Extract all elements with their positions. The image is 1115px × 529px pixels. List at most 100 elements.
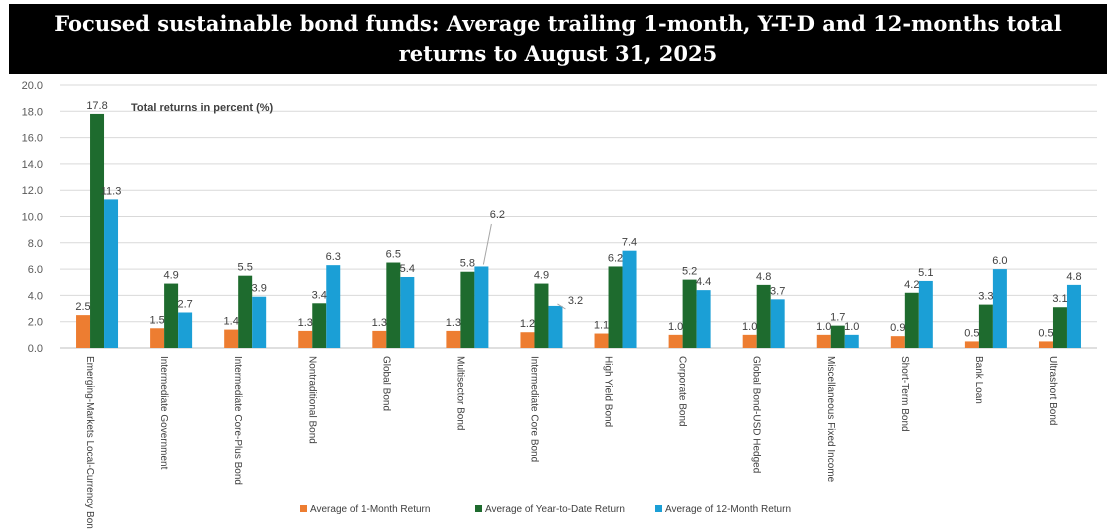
- data-label: 5.8: [460, 258, 475, 270]
- x-category-label: Global Bond-USD Hedged: [751, 356, 762, 473]
- data-label: 1.3: [298, 317, 313, 329]
- y-tick-label: 12.0: [22, 185, 43, 197]
- data-label: 3.9: [252, 283, 267, 295]
- y-tick-label: 2.0: [28, 317, 43, 329]
- data-label: 7.4: [622, 237, 637, 249]
- bar: [90, 113, 105, 349]
- bar: [918, 280, 933, 348]
- bar: [756, 284, 771, 348]
- bar: [696, 290, 711, 348]
- x-category-label: Intermediate Core-Plus Bond: [232, 356, 243, 485]
- legend-swatch: [475, 505, 482, 512]
- bar: [238, 275, 253, 348]
- data-label: 6.5: [386, 249, 401, 261]
- legend-swatch: [300, 505, 307, 512]
- leader-line: [557, 303, 566, 310]
- bar: [224, 329, 239, 348]
- legend: Average of 1-Month Return Average of Year…: [300, 504, 791, 515]
- bar: [668, 334, 683, 348]
- legend-label: Average of 1-Month Return: [310, 504, 430, 515]
- data-label: 1.3: [446, 317, 461, 329]
- x-category-label: Miscellaneous Fixed Income: [825, 356, 836, 483]
- gridlines: [60, 84, 1097, 349]
- leader-line: [482, 223, 492, 265]
- y-tick-label: 0.0: [28, 343, 43, 355]
- y-tick-label: 20.0: [22, 80, 43, 92]
- x-category-label: Short-Term Bond: [899, 356, 910, 432]
- data-label: 1.0: [816, 321, 831, 333]
- legend-label: Average of Year-to-Date Return: [485, 504, 625, 515]
- x-category-label: Global Bond: [380, 356, 391, 411]
- bar: [890, 336, 905, 348]
- data-label: 5.2: [682, 266, 697, 278]
- data-label: 1.2: [520, 318, 535, 330]
- data-label: 5.4: [400, 263, 415, 275]
- data-label: 3.7: [770, 285, 785, 297]
- bar: [992, 269, 1007, 348]
- bar: [446, 330, 461, 348]
- x-category-label: Bank Loan: [973, 356, 984, 404]
- data-label: 1.7: [830, 312, 845, 324]
- bars: [76, 113, 1081, 349]
- bar: [844, 334, 859, 348]
- data-label: 1.1: [594, 320, 609, 332]
- bar: [372, 330, 387, 348]
- y-tick-label: 8.0: [28, 238, 43, 250]
- data-label: 4.9: [534, 270, 549, 282]
- bar: [548, 305, 563, 348]
- y-tick-label: 6.0: [28, 264, 43, 276]
- data-label: 0.5: [964, 327, 979, 339]
- data-label: 6.2: [608, 252, 623, 264]
- x-category-label: Emerging-Markets Local-Currency Bond: [84, 356, 95, 529]
- x-category-label: Intermediate Core Bond: [528, 356, 539, 462]
- data-label: 17.8: [86, 100, 107, 112]
- data-label: 3.2: [568, 295, 583, 307]
- bar: [622, 250, 637, 348]
- data-label: 3.3: [978, 291, 993, 303]
- data-label: 1.5: [149, 314, 164, 326]
- data-label: 1.0: [668, 321, 683, 333]
- data-label: 4.4: [696, 276, 711, 288]
- bar: [682, 279, 697, 348]
- data-label: 5.1: [918, 267, 933, 279]
- y-tick-label: 4.0: [28, 290, 43, 302]
- bar: [594, 333, 609, 348]
- bar: [76, 315, 91, 348]
- bar: [608, 266, 623, 348]
- data-label: 6.2: [490, 209, 505, 221]
- data-label: 1.3: [372, 317, 387, 329]
- y-axis: 0.0 2.0 4.0 6.0 8.0 10.0 12.0 14.0 16.0 18.0 20.0: [22, 80, 43, 355]
- y-tick-label: 10.0: [22, 212, 43, 224]
- x-category-label: High Yield Bond: [603, 356, 614, 427]
- bar: [252, 296, 267, 348]
- data-label: 4.2: [904, 279, 919, 291]
- bar: [816, 334, 831, 348]
- data-label: 0.5: [1038, 327, 1053, 339]
- y-tick-label: 14.0: [22, 159, 43, 171]
- chart-annotation: Total returns in percent (%): [131, 102, 274, 114]
- data-label: 0.9: [890, 322, 905, 334]
- legend-swatch: [655, 505, 662, 512]
- bar: [386, 262, 401, 348]
- bar: [534, 283, 549, 348]
- x-category-label: Ultrashort Bond: [1047, 356, 1058, 425]
- data-label: 1.4: [224, 316, 239, 328]
- bar: [770, 299, 785, 348]
- bar: [104, 199, 119, 348]
- data-label: 2.5: [75, 301, 90, 313]
- bar: [1052, 307, 1067, 348]
- data-label: 4.8: [756, 271, 771, 283]
- x-category-label: Nontraditional Bond: [306, 356, 317, 444]
- data-label: 1.0: [844, 321, 859, 333]
- data-label: 3.1: [1052, 293, 1067, 305]
- bar: [474, 266, 489, 348]
- data-label: 4.9: [163, 270, 178, 282]
- data-label: 6.0: [992, 255, 1007, 267]
- bar: [978, 304, 993, 348]
- x-axis: Emerging-Markets Local-Currency Bond Inte…: [84, 356, 1058, 529]
- bar: [742, 334, 757, 348]
- bar: [904, 292, 919, 348]
- x-category-label: Intermediate Government: [158, 356, 169, 470]
- bar: [400, 276, 415, 348]
- x-category-label: Corporate Bond: [677, 356, 688, 427]
